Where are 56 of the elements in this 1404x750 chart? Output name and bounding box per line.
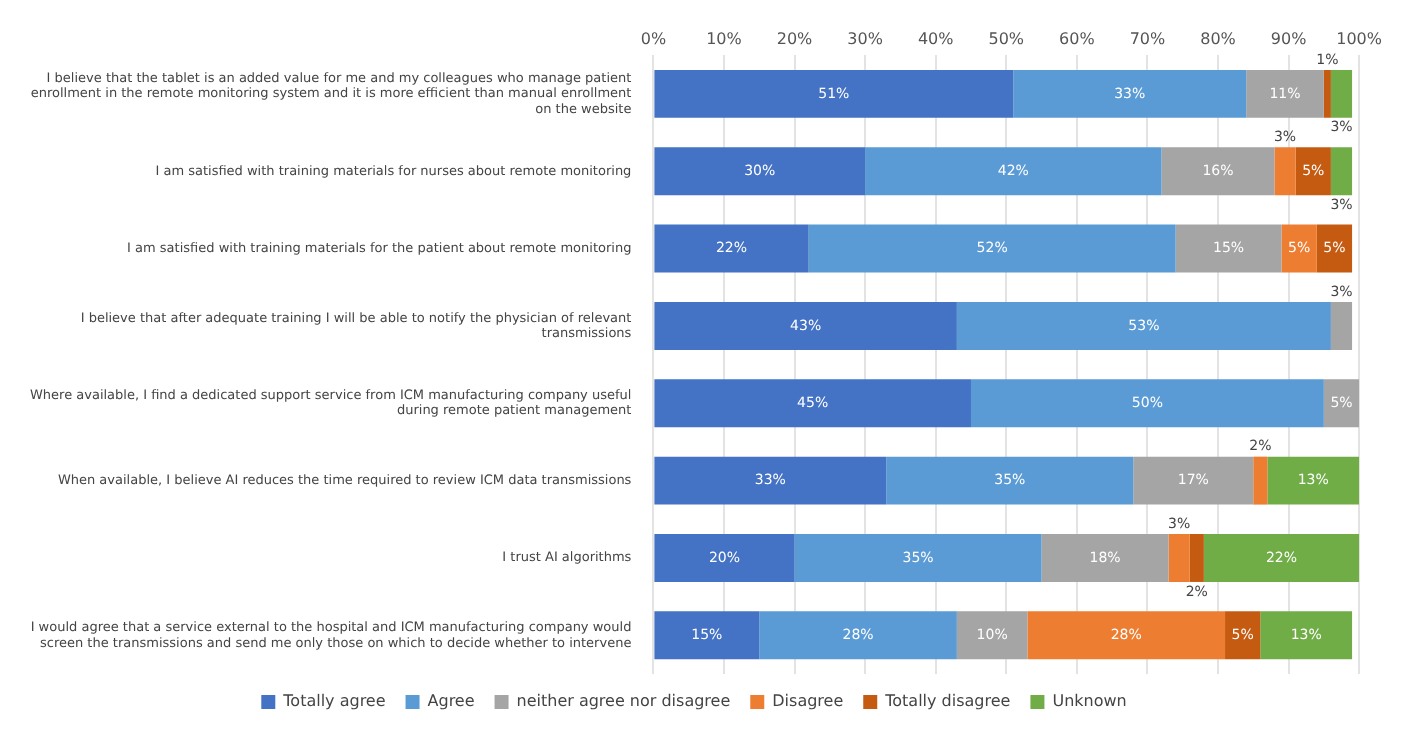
bar bbox=[1161, 147, 1275, 196]
bar bbox=[1253, 456, 1268, 505]
legend-label: Agree bbox=[427, 692, 475, 711]
legend-label: Totally agree bbox=[281, 692, 386, 711]
x-tick-label: 60% bbox=[1059, 29, 1096, 48]
bar bbox=[1189, 534, 1204, 582]
bar bbox=[1133, 456, 1254, 505]
bar bbox=[1295, 147, 1331, 196]
bar bbox=[1260, 611, 1353, 660]
legend-label: Unknown bbox=[1052, 692, 1127, 711]
bar bbox=[956, 301, 1331, 350]
bar bbox=[654, 147, 866, 196]
bar bbox=[1027, 611, 1226, 660]
bar bbox=[1330, 301, 1353, 350]
legend-label: Totally disagree bbox=[883, 692, 1011, 711]
bar bbox=[654, 456, 887, 505]
legend-label: neither agree nor disagree bbox=[516, 692, 731, 711]
bar bbox=[1203, 534, 1360, 582]
bar bbox=[1281, 224, 1317, 273]
bar bbox=[1168, 534, 1190, 582]
bar bbox=[1323, 69, 1331, 118]
bar bbox=[1041, 534, 1169, 582]
bar bbox=[1274, 147, 1296, 196]
x-tick-label: 30% bbox=[847, 29, 884, 48]
bar bbox=[1225, 611, 1261, 660]
bar bbox=[654, 301, 957, 350]
x-tick-label: 40% bbox=[917, 29, 955, 48]
x-tick-label: 70% bbox=[1129, 29, 1166, 48]
x-tick-label: 50% bbox=[988, 29, 1025, 48]
bar bbox=[1330, 147, 1353, 196]
bar bbox=[654, 611, 760, 660]
x-tick-label: 100% bbox=[1336, 29, 1383, 48]
bar bbox=[759, 611, 957, 660]
bar bbox=[654, 379, 971, 428]
legend-label: Disagree bbox=[772, 692, 844, 711]
bar bbox=[970, 379, 1324, 428]
x-tick-label: 20% bbox=[776, 29, 814, 48]
bar bbox=[1267, 456, 1360, 505]
x-tick-label: 0% bbox=[640, 29, 667, 48]
bar bbox=[1323, 379, 1360, 428]
bar bbox=[956, 611, 1028, 660]
bar bbox=[886, 456, 1134, 505]
bar bbox=[1175, 224, 1282, 273]
x-tick-label: 80% bbox=[1200, 29, 1237, 48]
bar bbox=[1330, 69, 1353, 118]
bar bbox=[1316, 224, 1353, 273]
bar bbox=[654, 224, 809, 273]
bar bbox=[654, 534, 795, 582]
bar bbox=[865, 147, 1162, 196]
bar bbox=[1246, 69, 1324, 118]
x-tick-label: 10% bbox=[706, 29, 743, 48]
bar bbox=[808, 224, 1176, 273]
bar bbox=[1013, 69, 1247, 118]
x-tick-label: 90% bbox=[1270, 29, 1308, 48]
bar bbox=[654, 69, 1014, 118]
bar bbox=[794, 534, 1042, 582]
